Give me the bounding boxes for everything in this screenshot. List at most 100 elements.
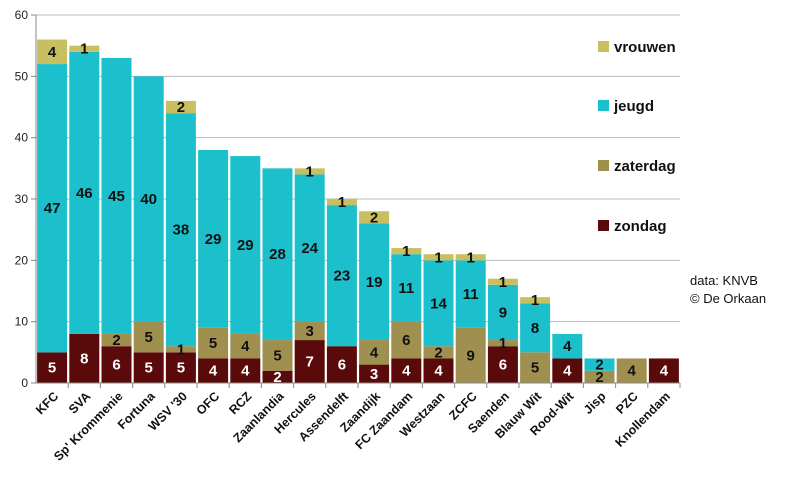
legend-label-zondag: zondag (614, 218, 667, 235)
data-label: 14 (430, 295, 447, 312)
bar-segment-zaterdag (294, 321, 325, 341)
data-label: 1 (338, 194, 346, 211)
bar-segment-zondag (69, 333, 100, 383)
bars (37, 39, 679, 383)
data-label: 4 (563, 363, 572, 380)
bar-segment-zaterdag (262, 340, 293, 371)
legend-swatch-jeugd (598, 100, 609, 111)
data-label: 9 (499, 304, 507, 321)
x-tick-label: OFC (194, 389, 223, 418)
data-label: 2 (112, 332, 120, 349)
bar-segment-zaterdag (198, 327, 229, 359)
source-note-line-1: data: KNVB (690, 273, 758, 288)
legend-swatch-vrouwen (598, 41, 609, 52)
data-label: 1 (80, 41, 88, 58)
data-label: 5 (145, 360, 153, 377)
data-label: 45 (108, 188, 125, 205)
x-tick-label: Jisp (581, 389, 609, 417)
bar-segment-vrouwen (487, 278, 518, 285)
bar-segment-zondag (37, 352, 68, 383)
data-label: 5 (48, 360, 56, 377)
data-label: 1 (499, 274, 507, 291)
data-label: 5 (209, 335, 217, 352)
bar-segment-zaterdag (487, 340, 518, 347)
data-label: 4 (209, 363, 218, 380)
data-label: 2 (595, 369, 603, 386)
bar-segment-jeugd (101, 57, 132, 334)
bar-segment-vrouwen (391, 248, 422, 255)
data-label: 24 (301, 240, 318, 257)
source-note-line-2: © De Orkaan (690, 291, 766, 306)
bar-segment-jeugd (359, 223, 390, 341)
bar-segment-zondag (101, 346, 132, 383)
y-tick-label: 0 (21, 376, 28, 390)
bar-segment-zaterdag (101, 333, 132, 347)
bar-segment-zondag (198, 358, 229, 383)
data-label: 1 (177, 341, 185, 358)
data-label: 4 (370, 344, 379, 361)
bar-segment-zondag (294, 340, 325, 383)
data-label: 6 (338, 357, 346, 374)
bar-segment-zaterdag (584, 370, 615, 383)
bar-segment-zaterdag (230, 333, 261, 359)
source-note: data: KNVB © De Orkaan (690, 273, 766, 306)
data-label: 40 (140, 191, 157, 208)
bar-segment-vrouwen (294, 168, 325, 175)
bar-segment-zondag (326, 346, 357, 383)
bar-segment-jeugd (487, 284, 518, 341)
data-label: 5 (145, 329, 153, 346)
data-label: 8 (531, 320, 539, 337)
x-tick-label: PZC (613, 389, 641, 417)
bar-segment-zondag (391, 358, 422, 383)
data-label: 4 (660, 363, 669, 380)
legend-label-zaterdag: zaterdag (614, 158, 676, 175)
legend-swatch-zaterdag (598, 160, 609, 171)
data-label: 2 (434, 344, 442, 361)
y-tick-label: 10 (15, 315, 29, 329)
bar-segment-vrouwen (423, 254, 454, 261)
bar-segment-zondag (423, 358, 454, 383)
bar-segment-vrouwen (359, 211, 390, 224)
data-label: 4 (628, 363, 637, 380)
bar-segment-zondag (262, 370, 293, 383)
data-label: 1 (402, 243, 410, 260)
bar-segment-jeugd (326, 205, 357, 347)
bar-segment-zaterdag (455, 327, 486, 383)
data-label: 6 (499, 357, 507, 374)
bar-segment-jeugd (165, 113, 196, 347)
data-label: 6 (402, 332, 410, 349)
bar-segment-zaterdag (520, 352, 551, 383)
data-label: 1 (434, 249, 442, 266)
bar-segment-jeugd (391, 254, 422, 322)
data-label: 2 (370, 209, 378, 226)
bar-segment-vrouwen (69, 45, 100, 52)
x-tick-label: RCZ (226, 389, 254, 417)
data-label: 4 (434, 363, 443, 380)
bar-segment-zondag (359, 364, 390, 383)
x-tick-label: SVA (66, 389, 93, 416)
bar-segment-jeugd (423, 260, 454, 347)
x-tick-label: KFC (33, 389, 61, 417)
legend: vrouwen jeugd zaterdag zondag (598, 39, 676, 235)
y-tick-label: 60 (15, 8, 29, 22)
bar-segment-vrouwen (37, 39, 68, 65)
bar-segment-zondag (133, 352, 164, 383)
y-tick-label: 20 (15, 253, 29, 267)
bar-segment-jeugd (230, 156, 261, 334)
y-tick-label: 30 (15, 192, 29, 206)
data-label: 2 (595, 357, 603, 374)
legend-swatch-zondag (598, 220, 609, 231)
legend-label-vrouwen: vrouwen (614, 39, 676, 56)
bar-segment-zaterdag (391, 321, 422, 359)
data-label: 29 (205, 231, 222, 248)
bar-segment-zondag (230, 358, 261, 383)
bar-segment-vrouwen (520, 297, 551, 304)
data-label: 28 (269, 246, 286, 263)
bar-segment-zondag (552, 358, 583, 383)
data-label: 47 (44, 200, 61, 217)
data-label: 4 (563, 338, 572, 355)
data-labels: 5474846162455540513824529442925287324162… (44, 41, 669, 386)
data-label: 2 (177, 99, 185, 116)
